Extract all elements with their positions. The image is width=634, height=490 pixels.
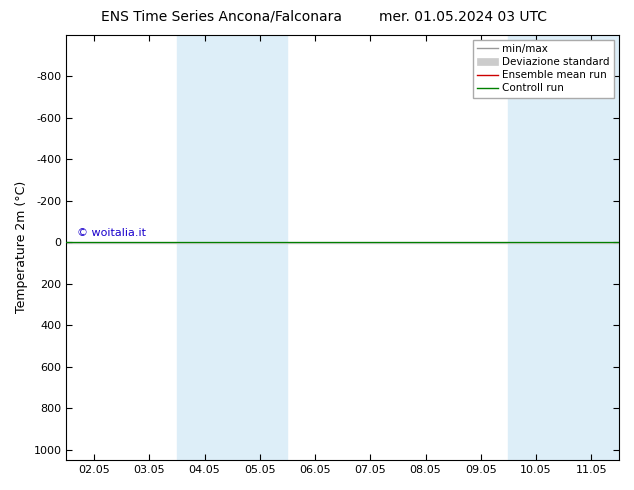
Text: © woitalia.it: © woitalia.it	[77, 228, 146, 238]
Bar	[177, 35, 287, 460]
Bar	[508, 35, 619, 460]
Text: mer. 01.05.2024 03 UTC: mer. 01.05.2024 03 UTC	[379, 10, 547, 24]
Text: ENS Time Series Ancona/Falconara: ENS Time Series Ancona/Falconara	[101, 10, 342, 24]
Legend: min/max, Deviazione standard, Ensemble mean run, Controll run: min/max, Deviazione standard, Ensemble m…	[473, 40, 614, 98]
Y-axis label: Temperature 2m (°C): Temperature 2m (°C)	[15, 181, 28, 314]
